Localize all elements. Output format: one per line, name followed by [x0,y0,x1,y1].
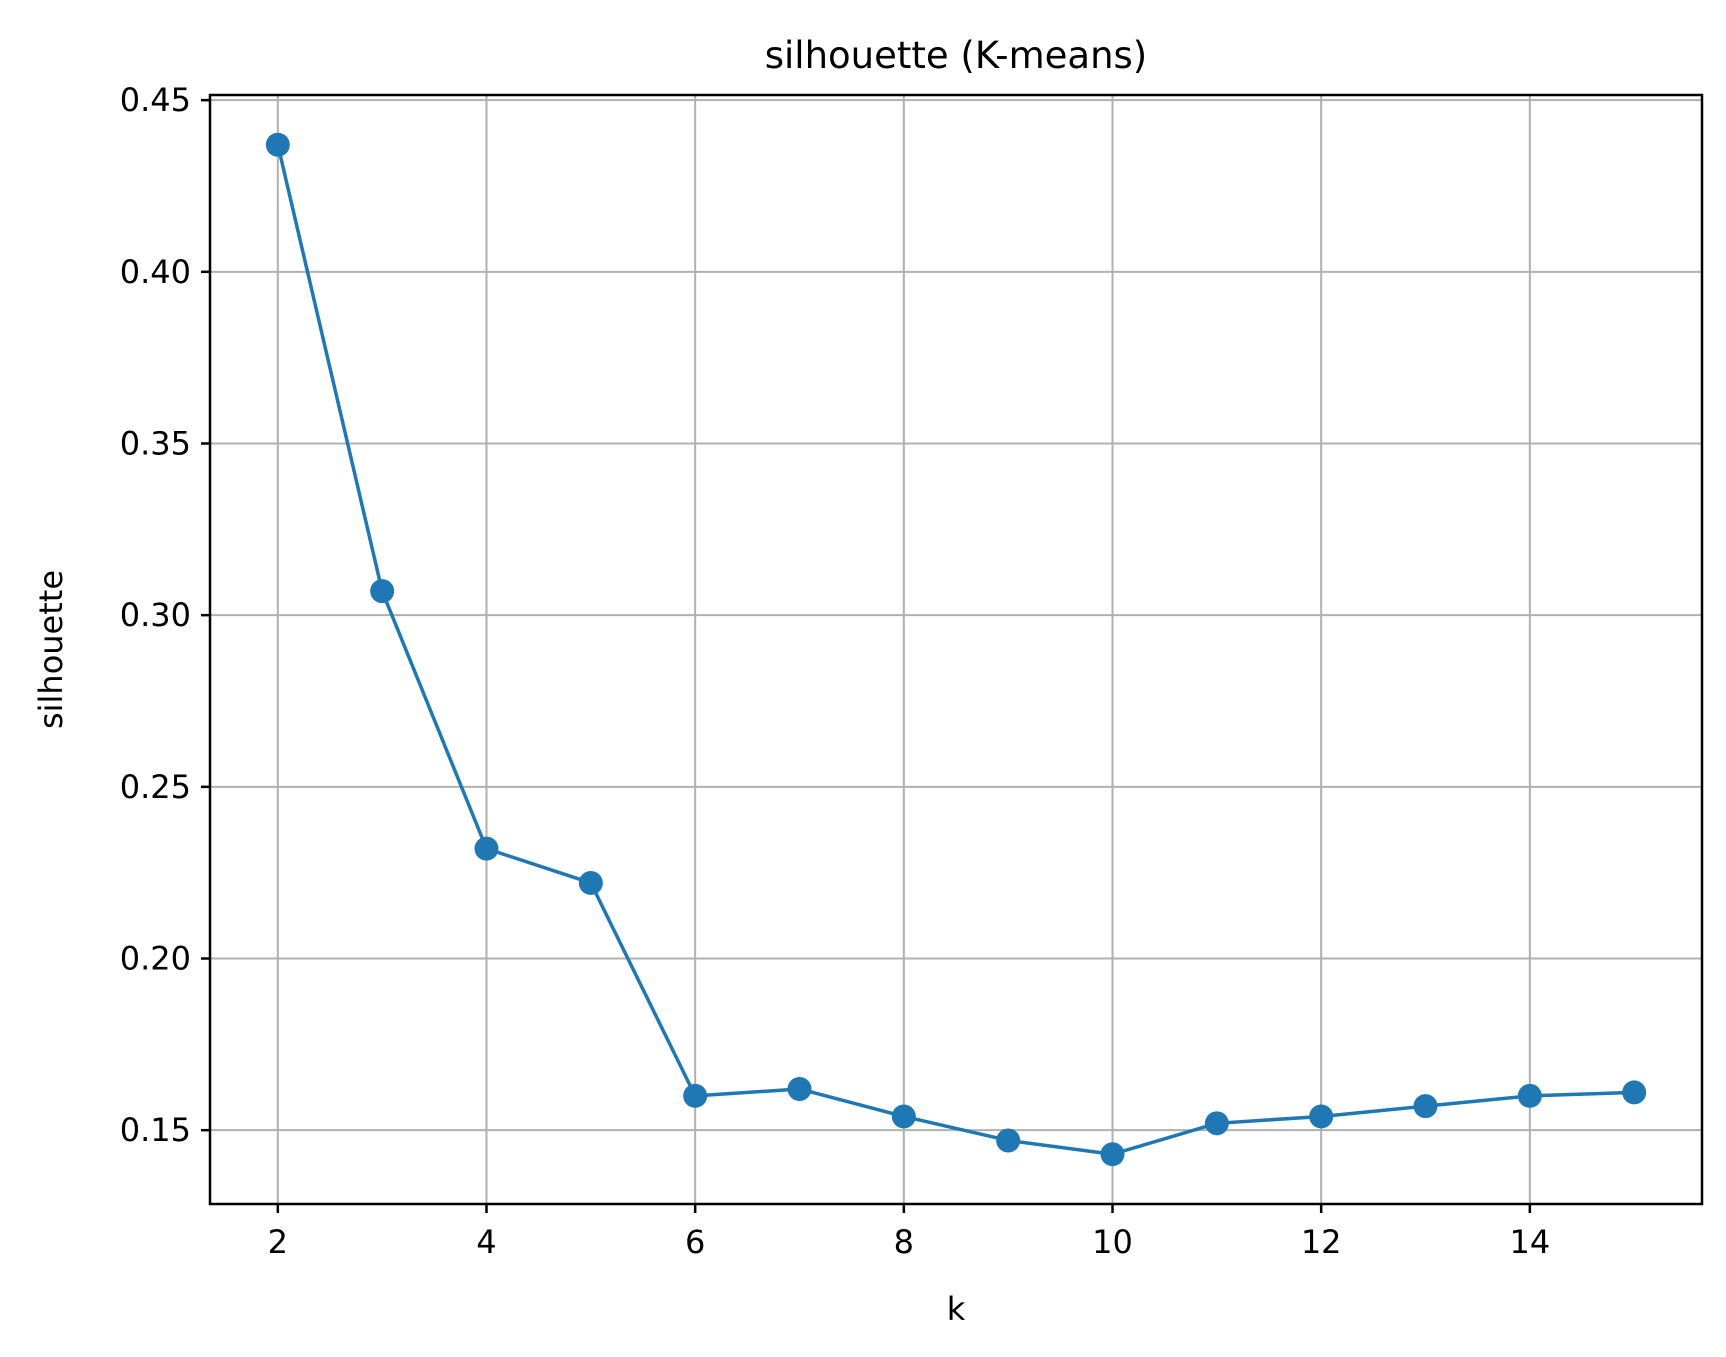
y-tick-label: 0.25 [120,768,191,806]
x-tick-label: 12 [1301,1223,1342,1261]
x-tick-label: 10 [1092,1223,1133,1261]
data-point [1517,1083,1542,1108]
data-point [474,836,499,861]
y-tick-label: 0.30 [120,596,191,634]
x-tick-label: 4 [476,1223,496,1261]
y-tick-label: 0.20 [120,940,191,978]
x-tick-label: 6 [685,1223,705,1261]
series-layer [265,132,1647,1167]
axis-ticks: 2 4 6 8 10 12 14 0.15 0.20 0.25 0.30 0.35 0.40 0.45 [120,81,1550,1261]
x-tick-label: 14 [1509,1223,1550,1261]
data-point [996,1128,1021,1153]
data-point [1204,1111,1229,1136]
data-point [1309,1104,1334,1129]
chart-title: silhouette (K-means) [765,34,1147,77]
x-tick-label: 8 [894,1223,914,1261]
x-axis-label: k [947,1290,966,1328]
grid [210,95,1702,1204]
x-tick-label: 2 [268,1223,288,1261]
y-tick-label: 0.45 [120,81,191,119]
y-tick-label: 0.15 [120,1111,191,1149]
data-point [1413,1094,1438,1119]
data-point [1622,1080,1647,1105]
series-line [276,144,1635,1156]
data-point [787,1076,812,1101]
data-point [578,870,603,895]
y-tick-label: 0.35 [120,424,191,462]
data-point [683,1083,708,1108]
data-point [370,579,395,604]
y-tick-label: 0.40 [120,253,191,291]
data-point [891,1104,916,1129]
plot-frame [208,93,1704,1206]
y-axis-label: silhouette [32,570,70,729]
data-point [1100,1142,1125,1167]
data-point [265,132,290,157]
